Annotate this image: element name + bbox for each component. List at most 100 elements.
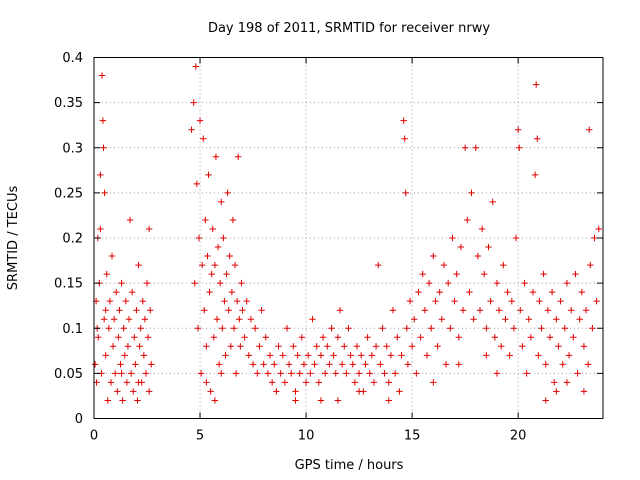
data-point	[137, 325, 144, 332]
data-point	[396, 388, 403, 395]
data-point	[574, 370, 581, 377]
data-point	[362, 361, 369, 368]
data-point	[358, 352, 365, 359]
data-point	[288, 370, 295, 377]
data-point	[555, 343, 562, 350]
data-point	[141, 316, 149, 323]
data-point	[493, 279, 501, 287]
data-point	[523, 370, 530, 377]
data-point	[570, 334, 577, 341]
data-point	[233, 297, 241, 305]
data-point	[228, 288, 236, 296]
data-point	[351, 379, 359, 386]
data-point	[385, 379, 392, 386]
data-point	[451, 297, 458, 305]
data-point	[430, 379, 437, 386]
data-point	[207, 388, 214, 395]
y-tick-label: 0	[75, 412, 83, 427]
data-point	[502, 316, 509, 323]
x-axis-label: GPS time / hours	[295, 458, 404, 473]
data-point	[483, 325, 490, 332]
data-point	[222, 352, 229, 359]
data-point	[449, 234, 456, 242]
y-tick-label: 0.2	[62, 232, 83, 247]
data-point	[214, 243, 222, 251]
data-point	[298, 334, 306, 341]
data-point	[143, 279, 151, 287]
data-point	[404, 361, 412, 368]
data-point	[97, 171, 104, 179]
data-point	[275, 343, 282, 350]
data-point	[194, 325, 202, 332]
data-point	[595, 225, 602, 233]
data-point	[355, 388, 363, 395]
data-point	[292, 397, 299, 404]
data-point	[98, 72, 106, 79]
data-point	[485, 243, 492, 251]
data-point	[559, 361, 566, 368]
data-point	[355, 370, 363, 377]
data-point	[498, 343, 505, 350]
data-point	[381, 370, 388, 377]
data-point	[338, 361, 346, 368]
data-point	[368, 352, 376, 359]
data-point	[489, 198, 496, 206]
data-point	[332, 370, 339, 377]
data-point	[572, 270, 579, 278]
data-point	[587, 261, 594, 269]
data-point	[516, 144, 523, 151]
data-point	[118, 279, 125, 287]
data-point	[203, 379, 210, 386]
data-point	[145, 225, 153, 233]
data-point	[117, 361, 124, 368]
data-point	[591, 234, 598, 242]
data-point	[580, 343, 588, 350]
y-tick-label: 0.4	[62, 51, 83, 66]
data-point	[113, 288, 120, 296]
data-point	[495, 307, 503, 314]
data-point	[421, 307, 429, 314]
data-point	[553, 316, 560, 323]
data-point	[413, 370, 420, 377]
data-point	[232, 370, 240, 377]
data-point	[97, 225, 104, 233]
data-point	[317, 352, 325, 359]
data-point	[215, 361, 223, 368]
data-point	[197, 370, 205, 377]
data-point	[195, 234, 203, 242]
data-point	[133, 307, 140, 314]
data-point	[198, 261, 206, 269]
data-point	[135, 379, 142, 386]
data-point	[225, 307, 232, 314]
data-point	[224, 189, 231, 197]
data-point	[387, 352, 395, 359]
data-point	[112, 370, 119, 377]
data-point	[455, 361, 462, 368]
data-point	[461, 144, 469, 151]
data-point	[102, 352, 109, 359]
data-point	[425, 279, 433, 287]
data-point	[400, 117, 407, 124]
y-tick-label: 0.35	[54, 96, 83, 111]
data-point	[481, 270, 488, 278]
data-point	[519, 343, 526, 350]
data-point	[319, 334, 327, 341]
x-tick-label: 5	[196, 429, 204, 444]
data-point	[262, 334, 269, 341]
data-point	[589, 325, 596, 332]
data-point	[140, 352, 148, 359]
data-point	[126, 216, 134, 224]
data-point	[124, 343, 132, 350]
data-point	[447, 325, 454, 332]
data-point	[125, 316, 133, 323]
data-point	[540, 270, 547, 278]
data-point	[100, 144, 107, 151]
data-points	[91, 63, 602, 404]
data-point	[264, 370, 272, 377]
data-point	[268, 379, 276, 386]
data-point	[567, 307, 575, 314]
data-point	[343, 370, 350, 377]
data-point	[517, 307, 524, 314]
data-point	[428, 325, 435, 332]
